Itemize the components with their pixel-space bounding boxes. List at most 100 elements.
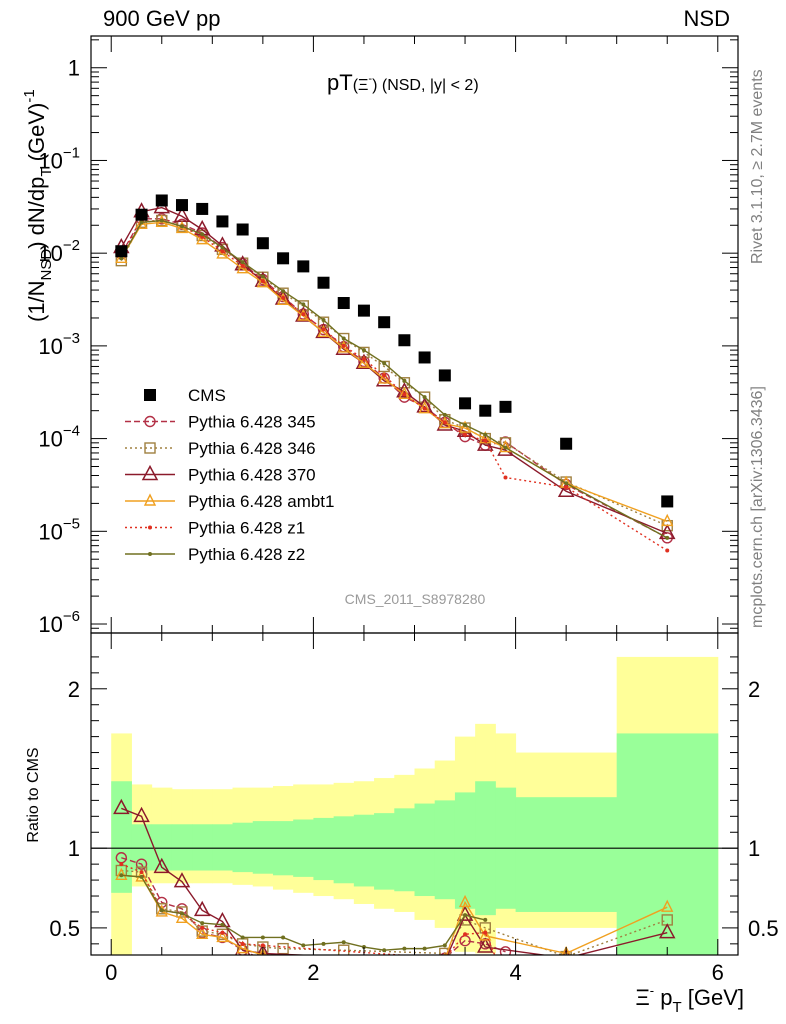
main-data-point	[396, 382, 413, 398]
ratio-band-inner	[414, 803, 436, 897]
ratio-data-point	[135, 858, 148, 870]
legend-label: Pythia 6.428 345	[188, 413, 316, 432]
y-tick-label: 10−2	[38, 237, 80, 266]
ratio-series-line	[121, 863, 496, 955]
y-tick-label: 10−4	[38, 423, 80, 452]
main-data-point	[382, 373, 387, 378]
ratio-data-point	[133, 806, 150, 823]
main-data-point	[260, 274, 265, 279]
legend-marker	[148, 525, 152, 530]
ratio-band-inner	[434, 800, 456, 900]
main-data-point	[256, 275, 269, 288]
ratio-y-tick-label: 0.5	[49, 916, 80, 941]
legend-label: Pythia 6.428 z2	[188, 545, 305, 564]
legend-marker	[141, 464, 159, 481]
ratio-band-inner	[212, 824, 234, 871]
main-data-point	[463, 423, 468, 428]
ratio-data-point	[200, 921, 205, 926]
main-data-point	[560, 437, 573, 450]
ratio-data-point	[479, 928, 492, 941]
main-data-point	[236, 223, 249, 236]
ratio-data-point	[179, 911, 184, 916]
main-series-line	[120, 219, 668, 539]
main-data-point	[196, 202, 209, 215]
plot-title-particle: (Ξ	[353, 77, 369, 94]
main-data-point	[418, 401, 431, 414]
ratio-y-tick-label-right: 2	[748, 677, 760, 702]
source-url-label: mcplots.cern.ch [arXiv:1306.3436]	[749, 386, 766, 628]
legend-item: Pythia 6.428 z1	[125, 519, 305, 538]
main-data-point	[240, 260, 245, 265]
ratio-data-point	[240, 941, 245, 946]
main-data-point	[321, 327, 326, 332]
main-data-point	[135, 208, 148, 221]
ratio-band-inner	[192, 824, 213, 871]
main-data-point	[115, 245, 128, 258]
ratio-data-point	[301, 943, 306, 948]
header-left: 900 GeV pp	[103, 6, 220, 31]
legend-marker	[148, 552, 152, 556]
x-tick-label: 6	[712, 960, 724, 985]
ratio-data-point	[176, 906, 188, 918]
ratio-data-point	[260, 943, 265, 948]
x-tick-label: 2	[307, 960, 319, 985]
main-series-cms	[115, 194, 674, 508]
main-data-point	[297, 260, 310, 273]
main-data-point	[220, 245, 225, 250]
ratio-data-point	[260, 935, 265, 940]
main-data-point	[463, 432, 468, 437]
y-tick-label: 10−6	[38, 608, 80, 637]
main-data-point	[398, 386, 411, 400]
plot-title: pT(Ξ-) (NSD, |y| < 2)	[327, 70, 479, 95]
header-right: NSD	[684, 6, 730, 31]
main-data-point	[337, 340, 350, 353]
ratio-data-point	[259, 947, 267, 955]
main-data-point	[341, 343, 346, 348]
ratio-data-point	[196, 926, 209, 939]
y-tick-label: 1	[68, 56, 80, 81]
legend-item: Pythia 6.428 ambt1	[125, 492, 334, 511]
ratio-data-point	[321, 941, 326, 946]
main-data-point	[357, 304, 370, 317]
main-data-point	[277, 252, 290, 265]
main-data-point	[179, 224, 184, 229]
main-data-point	[398, 334, 411, 347]
ratio-data-point	[153, 857, 171, 874]
main-data-point	[281, 295, 286, 300]
main-data-point	[341, 336, 346, 341]
ratio-data-point	[442, 943, 447, 948]
ratio-band-inner	[616, 733, 719, 955]
ratio-uncertainty-bands	[91, 656, 738, 955]
ratio-y-tick-label-right: 1	[748, 836, 760, 861]
x-axis-label: Ξ- pT [GeV]	[635, 983, 744, 1016]
main-data-point	[503, 475, 508, 480]
legend-label: Pythia 6.428 z1	[188, 519, 305, 538]
ratio-data-point	[658, 923, 676, 939]
ratio-data-point	[477, 937, 494, 953]
ratio-data-point	[561, 945, 571, 955]
main-data-point	[119, 256, 124, 261]
main-data-point	[321, 318, 326, 323]
main-series-pythia-6-428-370	[113, 198, 676, 540]
main-data-point	[295, 306, 312, 322]
ratio-data-point	[458, 894, 472, 908]
main-data-point	[135, 216, 148, 229]
main-data-point	[297, 308, 310, 321]
main-data-point	[378, 316, 391, 329]
main-data-point	[483, 438, 488, 443]
legend-item: CMS	[144, 386, 226, 405]
ratio-band-inner	[515, 797, 618, 912]
main-data-point	[240, 263, 245, 268]
ratio-data-point	[422, 946, 427, 951]
main-data-point	[483, 432, 488, 437]
main-data-point	[337, 297, 350, 310]
main-data-point	[175, 199, 188, 212]
main-frame	[90, 35, 739, 634]
main-data-point	[361, 357, 366, 362]
ratio-data-point	[139, 874, 144, 879]
ratio-data-point	[216, 929, 229, 943]
ratio-data-point	[119, 862, 124, 867]
main-data-point	[357, 355, 371, 368]
main-data-point	[661, 513, 674, 527]
